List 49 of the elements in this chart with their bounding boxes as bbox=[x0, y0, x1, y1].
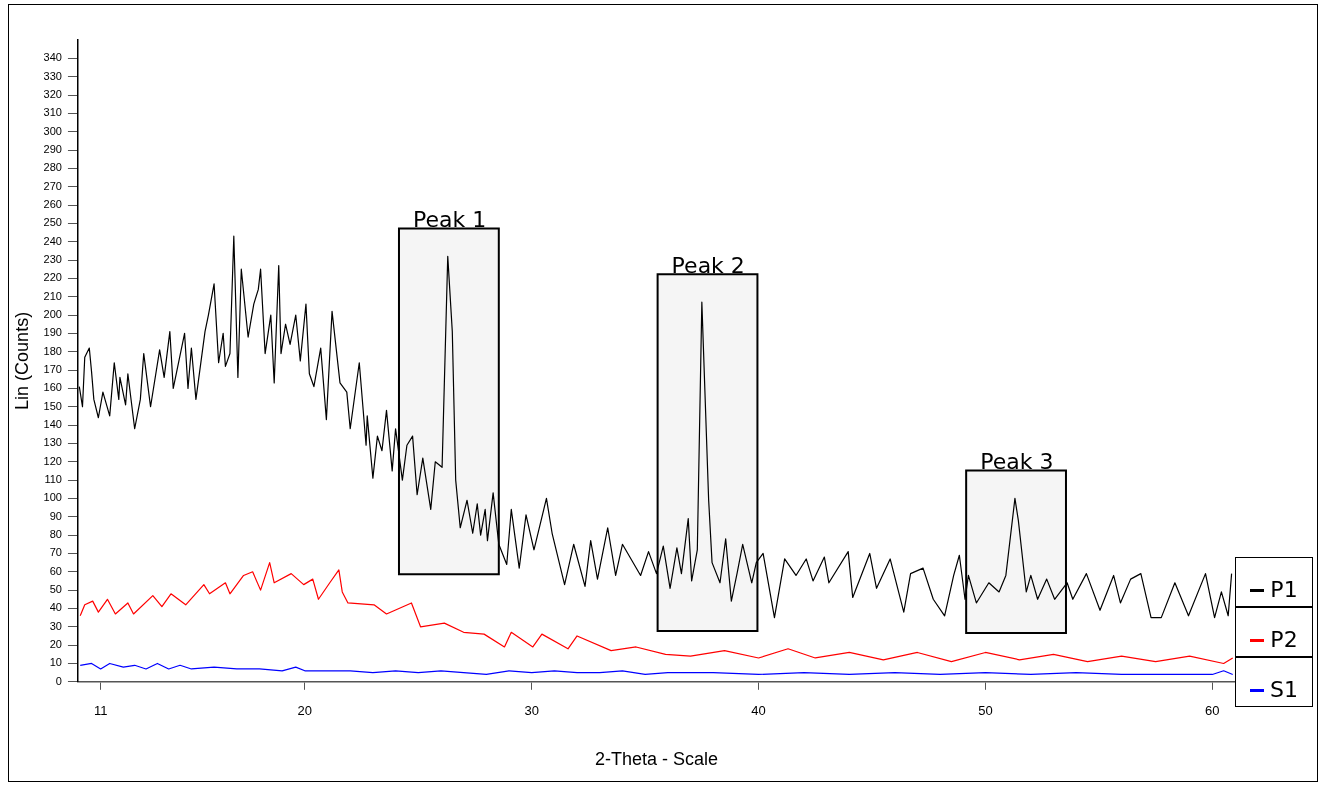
y-tick-label: 170 bbox=[43, 363, 62, 376]
y-tick-label: 110 bbox=[44, 473, 62, 486]
y-tick-label: 250 bbox=[43, 216, 62, 229]
y-tick-label: 220 bbox=[43, 271, 62, 284]
y-tick-label: 90 bbox=[49, 509, 62, 522]
x-axis-title: 2-Theta - Scale bbox=[594, 749, 719, 770]
y-tick-label: 200 bbox=[43, 308, 62, 321]
y-tick-label: 150 bbox=[43, 399, 62, 412]
x-tick-label: 60 bbox=[1205, 703, 1220, 719]
y-tick-label: 180 bbox=[43, 344, 62, 357]
y-tick-label: 310 bbox=[43, 106, 62, 119]
y-tick-label: 50 bbox=[49, 583, 62, 596]
y-tick-label: 230 bbox=[43, 253, 62, 266]
y-tick-label: 240 bbox=[43, 234, 62, 247]
legend-label: P1 bbox=[1270, 576, 1298, 602]
y-tick-label: 340 bbox=[43, 51, 62, 64]
y-tick-label: 120 bbox=[43, 454, 62, 467]
y-tick-label: 190 bbox=[43, 326, 62, 339]
x-tick-label: 11 bbox=[93, 703, 108, 719]
legend-label: S1 bbox=[1270, 676, 1298, 702]
band-label: Peak 3 bbox=[980, 449, 1054, 475]
y-tick-label: 10 bbox=[49, 656, 62, 669]
x-tick-label: 40 bbox=[751, 703, 766, 719]
y-tick-label: 320 bbox=[43, 88, 62, 101]
x-tick-label: 50 bbox=[978, 703, 993, 719]
y-tick-label: 30 bbox=[49, 619, 62, 632]
legend-label: P2 bbox=[1270, 626, 1298, 652]
y-tick-label: 100 bbox=[43, 491, 62, 504]
y-tick-label: 270 bbox=[43, 179, 62, 192]
y-tick-label: 140 bbox=[43, 418, 62, 431]
y-tick-label: 80 bbox=[49, 528, 62, 541]
y-tick-label: 130 bbox=[43, 436, 62, 449]
band-label: Peak 1 bbox=[412, 207, 487, 233]
y-tick-label: 290 bbox=[43, 143, 62, 156]
y-tick-label: 330 bbox=[43, 69, 62, 82]
y-tick-label: 70 bbox=[49, 546, 62, 559]
y-tick-label: 160 bbox=[43, 381, 62, 394]
y-tick-label: 60 bbox=[49, 564, 62, 577]
y-tick-label: 300 bbox=[43, 124, 62, 137]
x-tick-label: 20 bbox=[297, 703, 313, 719]
y-tick-label: 210 bbox=[43, 289, 62, 302]
y-tick-label: 0 bbox=[55, 674, 62, 687]
x-tick-label: 30 bbox=[524, 703, 539, 719]
y-tick-label: 260 bbox=[43, 198, 62, 211]
y-tick-label: 40 bbox=[49, 601, 62, 614]
band-label: Peak 2 bbox=[671, 252, 745, 278]
y-tick-label: 20 bbox=[49, 638, 62, 651]
y-axis-title: Lin (Counts) bbox=[11, 311, 32, 410]
y-tick-label: 280 bbox=[43, 161, 62, 174]
